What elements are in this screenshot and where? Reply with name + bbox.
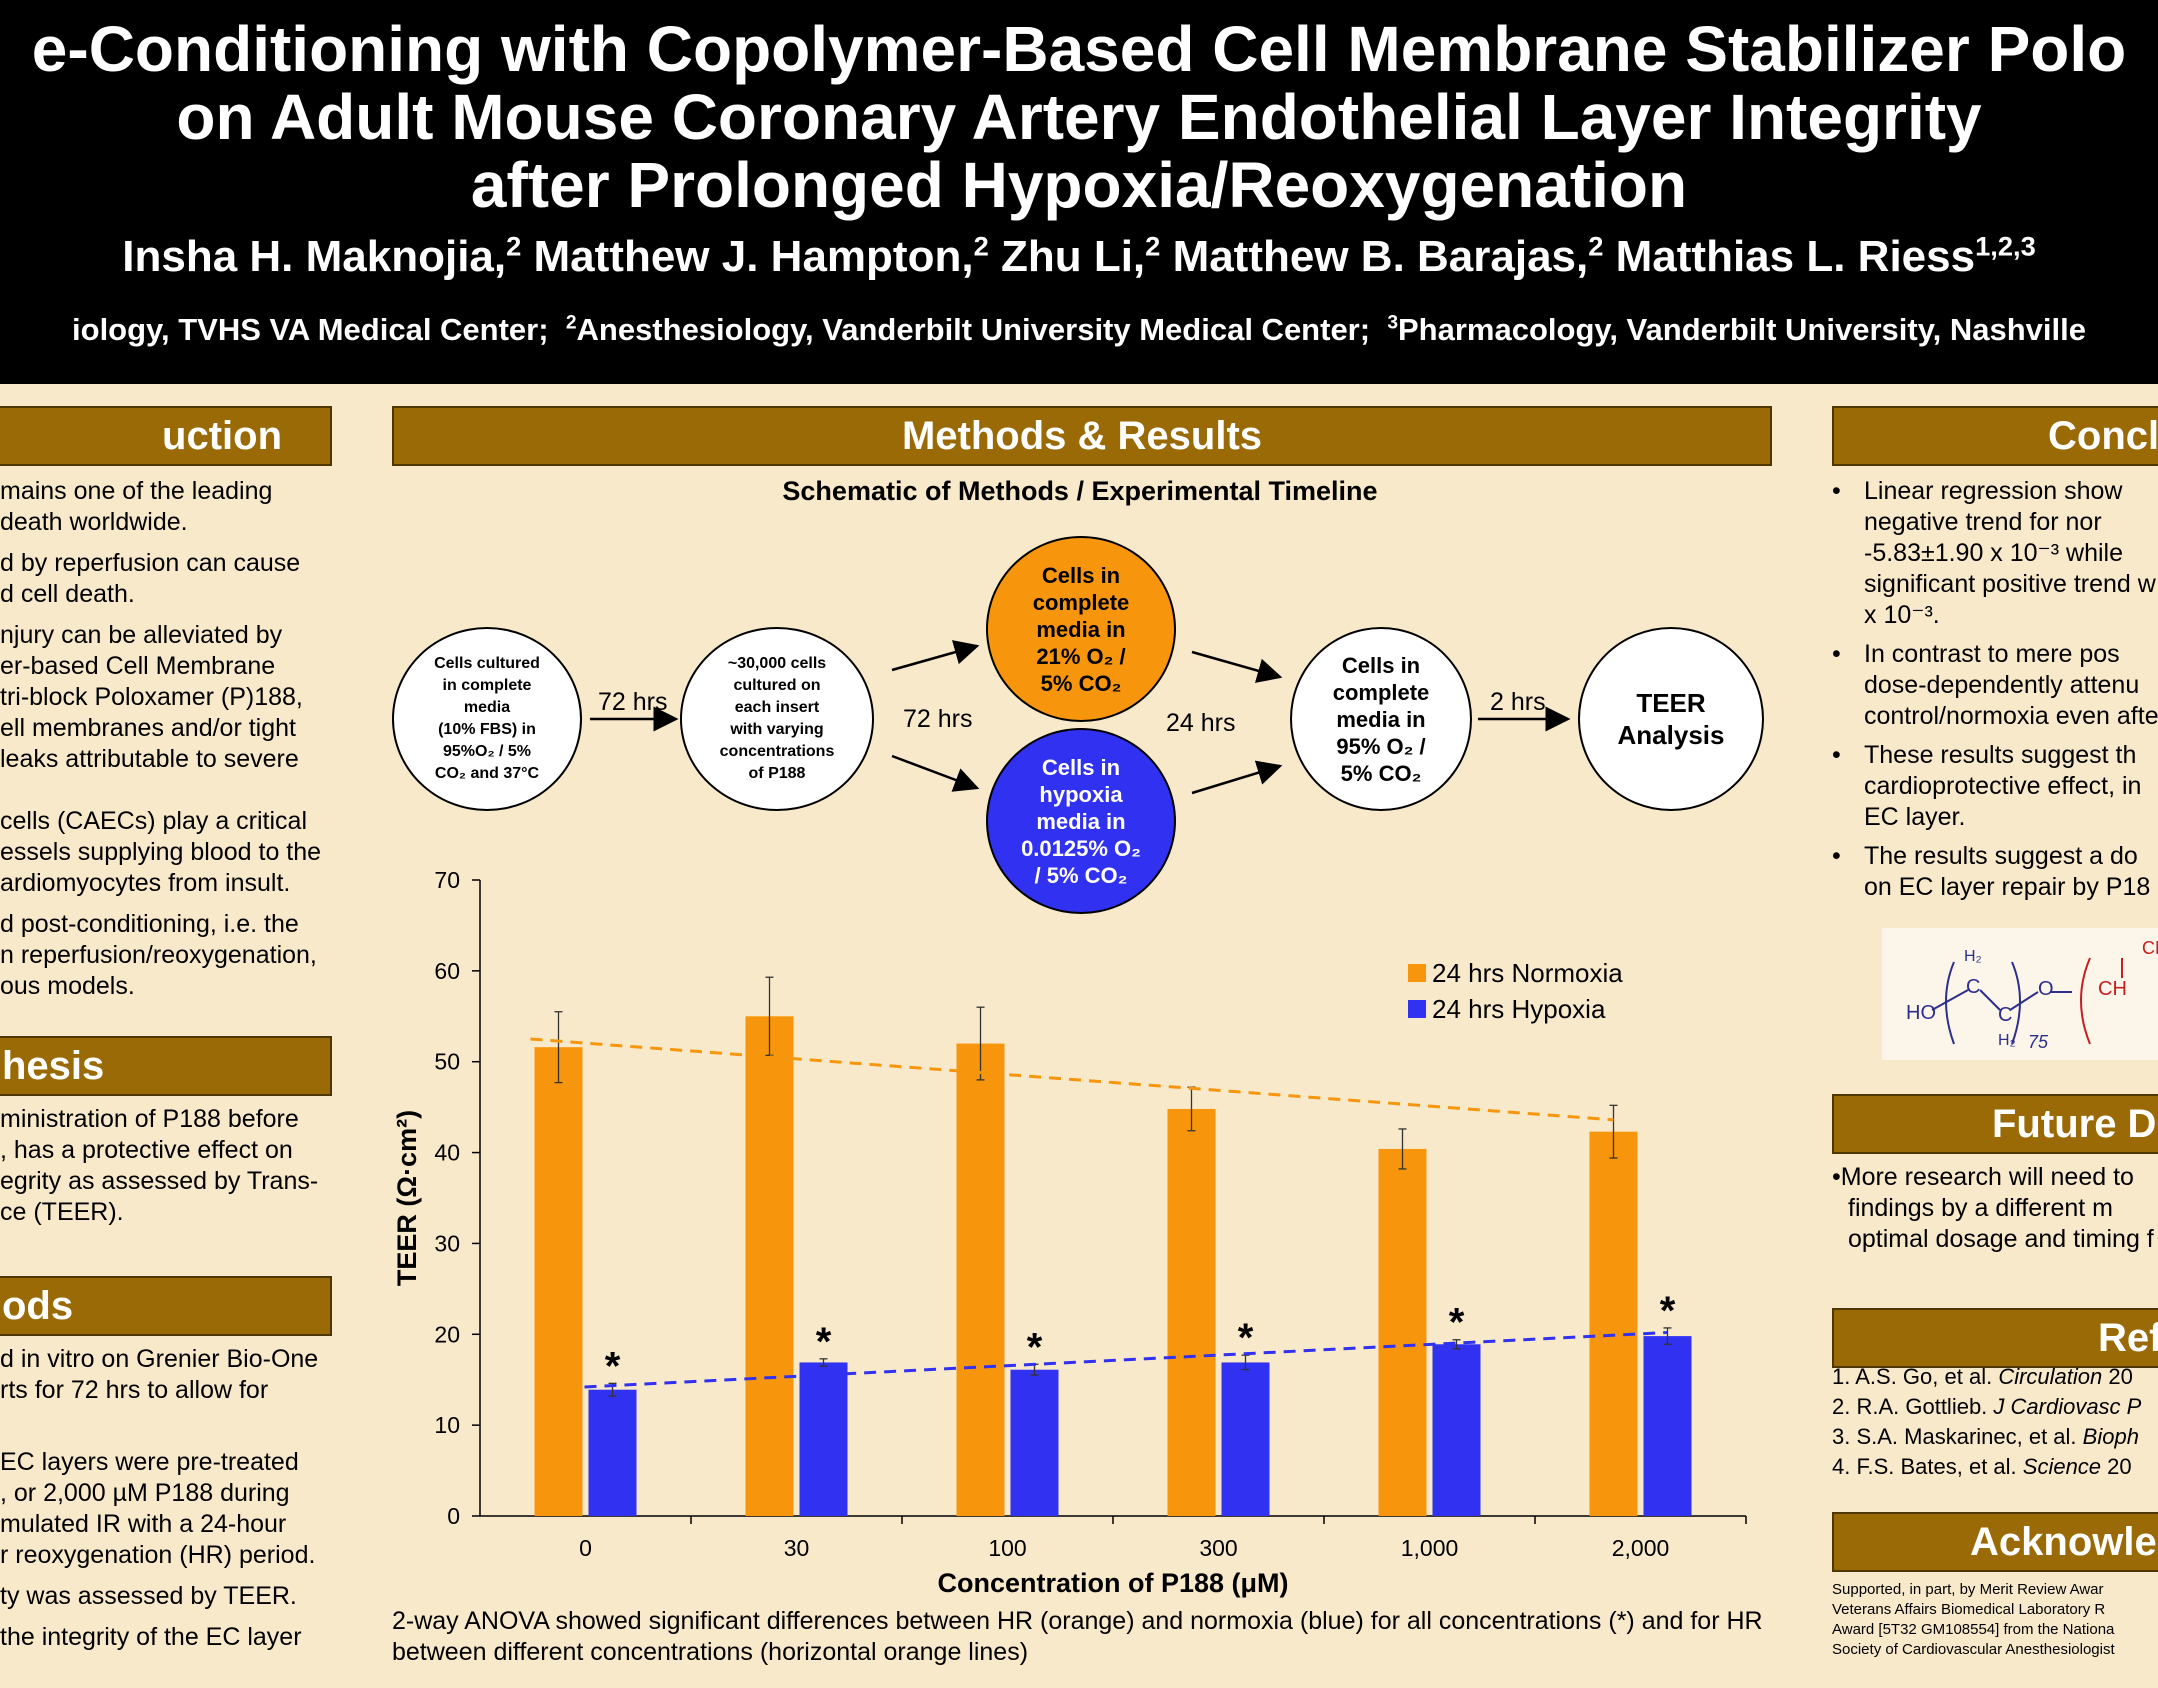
y-axis-title: TEER (Ω·cm²) (392, 1110, 422, 1286)
legend-label: 24 hrs Normoxia (1432, 958, 1623, 988)
acknowledgements-text: Supported, in part, by Merit Review Awar… (1832, 1581, 2115, 1658)
arrow-label-24hrs: 24 hrs (1166, 709, 1236, 737)
normoxia-bar (534, 1047, 583, 1516)
x-tick-label: 2,000 (1612, 1535, 1670, 1561)
teer-analysis-circle: TEER Analysis (1578, 627, 1764, 811)
significance-asterisk: * (1027, 1325, 1043, 1369)
future-directions-header: Future D (1832, 1094, 2158, 1154)
significance-asterisk: * (605, 1344, 621, 1388)
arrow-label-2hrs: 2 hrs (1490, 688, 1546, 716)
significance-asterisk: * (1449, 1301, 1465, 1345)
conclusions-list: • Linear regression show negative trend f… (1832, 476, 2158, 903)
conclusion-item: • In contrast to mere pos dose-dependentl… (1832, 640, 2158, 730)
hypoxia-bar (1432, 1344, 1481, 1516)
author-name: Matthias L. Riess (1615, 232, 1976, 281)
arrow-label-72hrs: 72 hrs (598, 688, 668, 716)
arrow-normoxia-to-reox (1191, 650, 1283, 683)
normoxia-bar (1589, 1131, 1638, 1516)
x-axis-title: Concentration of P188 (μM) (937, 1568, 1288, 1598)
title-line-3: after Prolonged Hypoxia/Reoxygenation (470, 149, 1688, 221)
conclusion-item: • Linear regression show negative trend f… (1832, 477, 2156, 629)
hypoxia-bar (588, 1389, 637, 1516)
author-name: Insha H. Maknojia, (122, 232, 507, 281)
x-tick-label: 100 (988, 1535, 1026, 1561)
y-tick-label: 0 (447, 1503, 460, 1529)
y-tick-label: 60 (434, 958, 460, 984)
methods-results-header: Methods & Results (392, 406, 1772, 466)
insert-step-circle: ~30,000 cells cultured on each insert with… (680, 627, 874, 811)
poloxamer-structure: HO H₂ C C O H₂ 75 CH CH (1882, 928, 2158, 1060)
significance-asterisk: * (1238, 1316, 1254, 1360)
title-banner: e-Conditioning with Copolymer-Based Cell… (0, 0, 2158, 384)
conclusion-item: • The results suggest a do on EC layer re… (1832, 842, 2151, 901)
hypothesis-text: ministration of P188 before , has a prot… (0, 1105, 319, 1226)
author-name: Matthew B. Barajas, (1172, 232, 1589, 281)
significance-asterisk: * (1660, 1289, 1676, 1333)
y-tick-label: 20 (434, 1321, 460, 1347)
significance-asterisk: * (816, 1320, 832, 1364)
x-tick-label: 300 (1199, 1535, 1237, 1561)
x-tick-label: 30 (784, 1535, 810, 1561)
y-tick-label: 40 (434, 1140, 460, 1166)
author-list: Insha H. Maknojia,2 Matthew J. Hampton,2… (122, 230, 2036, 281)
normoxia-bar (1378, 1148, 1427, 1516)
reference-item: 1. A.S. Go, et al. Circulation 20 (1832, 1364, 2133, 1389)
author-name: Matthew J. Hampton, (533, 232, 974, 281)
y-tick-label: 70 (434, 867, 460, 893)
y-tick-label: 10 (434, 1412, 460, 1438)
title-line-2: on Adult Mouse Coronary Artery Endotheli… (176, 81, 1982, 153)
reoxygenation-step-circle: Cells in complete media in 95% O₂ /5% CO₂ (1290, 627, 1472, 811)
introduction-text: mains one of the leading death worldwide… (0, 477, 322, 1000)
arrow-to-normoxia (891, 640, 980, 672)
legend-label: 24 hrs Hypoxia (1432, 994, 1606, 1024)
hypoxia-step-circle: Cells in hypoxia media in 0.0125% O₂/ 5% C… (986, 728, 1176, 914)
affiliations: iology, TVHS VA Medical Center; 2Anesthe… (72, 312, 2086, 347)
normoxia-bar (956, 1043, 1005, 1516)
conclusion-item: • These results suggest th cardioprotecti… (1832, 741, 2142, 831)
schematic-heading: Schematic of Methods / Experimental Time… (782, 476, 1378, 506)
legend-swatch-hypoxia (1408, 1000, 1426, 1018)
culture-step-circle: Cells cultured in complete media (10% FBS)… (392, 627, 582, 811)
arrow-label-72hrs: 72 hrs (903, 705, 973, 733)
hypoxia-bar (799, 1362, 848, 1516)
title-line-1: e-Conditioning with Copolymer-Based Cell… (31, 13, 2127, 85)
reference-item: 2. R.A. Gottlieb. J Cardiovasc P (1832, 1394, 2142, 1419)
teer-bar-chart: 0 10 20 30 40 50 60 70 0 * 30 * 100 * 300 * 1,000 * 2,000 *… (392, 867, 1747, 1598)
hypoxia-bar (1010, 1369, 1059, 1516)
references-list: 1. A.S. Go, et al. Circulation 20 2. R.A… (1832, 1362, 2158, 1482)
methods-header: ods (0, 1276, 332, 1336)
x-tick-label: 0 (579, 1535, 592, 1561)
hypothesis-header: hesis (0, 1036, 332, 1096)
introduction-header: uction (0, 406, 332, 466)
arrow-hypoxia-to-reox (1191, 760, 1283, 795)
reference-item: 4. F.S. Bates, et al. Science 20 (1832, 1454, 2132, 1479)
normoxia-trendline (530, 1037, 1614, 1122)
hypoxia-trendline (584, 1330, 1668, 1389)
normoxia-bar (745, 1016, 794, 1516)
normoxia-step-circle: Cells in complete media in 21% O₂ /5% CO₂ (986, 536, 1176, 722)
arrow-to-hypoxia (891, 754, 980, 792)
conclusions-header: Concl (1832, 406, 2158, 466)
anova-note: 2-way ANOVA showed significant differenc… (392, 1607, 1763, 1666)
future-directions-text: •More research will need to findings by … (1832, 1163, 2154, 1253)
hypoxia-bar (1221, 1362, 1270, 1516)
author-name: Zhu Li, (1000, 232, 1146, 281)
hypoxia-bar (1643, 1336, 1692, 1516)
x-tick-label: 1,000 (1401, 1535, 1459, 1561)
references-header: Refer (1832, 1308, 2158, 1368)
reference-item: 3. S.A. Maskarinec, et al. Bioph (1832, 1424, 2139, 1449)
normoxia-bar (1167, 1108, 1216, 1516)
y-tick-label: 50 (434, 1049, 460, 1075)
acknowledgements-header: Acknowle (1832, 1512, 2158, 1572)
y-tick-label: 30 (434, 1230, 460, 1256)
methods-text: d in vitro on Grenier Bio-One rts for 72… (0, 1345, 319, 1651)
structure-bonds (1931, 957, 2123, 1045)
legend-swatch-normoxia (1408, 964, 1426, 982)
